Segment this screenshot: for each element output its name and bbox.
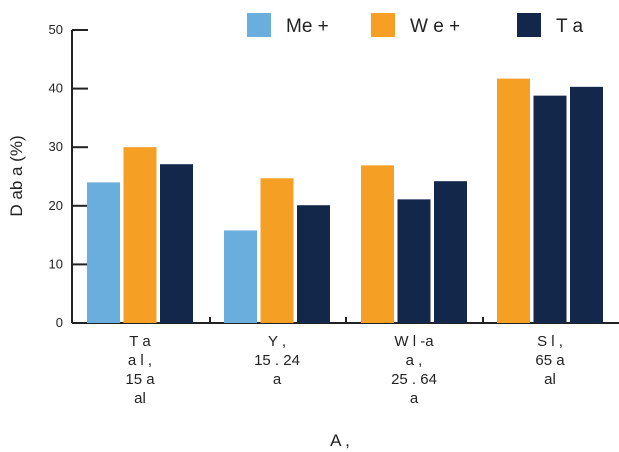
y-tick-label: 40 bbox=[49, 81, 63, 96]
x-category-label: a l , bbox=[128, 352, 152, 369]
legend-label: T a bbox=[556, 16, 584, 37]
y-tick-label: 10 bbox=[49, 256, 63, 271]
bar bbox=[260, 178, 294, 323]
bar bbox=[570, 86, 603, 323]
x-category-label: 15 . 24 bbox=[254, 352, 300, 369]
x-category-label: W l -a bbox=[394, 333, 434, 350]
x-category-label: a bbox=[273, 371, 282, 388]
x-category-label: a , bbox=[406, 352, 423, 369]
legend-swatch bbox=[371, 13, 395, 37]
bar bbox=[497, 78, 530, 323]
x-category-label: S l , bbox=[537, 333, 563, 350]
legend-label: W e + bbox=[410, 16, 460, 37]
x-category-label: a bbox=[410, 390, 419, 407]
x-category-label: T a bbox=[129, 333, 151, 350]
legend-swatch bbox=[517, 13, 541, 37]
bar bbox=[434, 181, 467, 323]
x-category-label: Y , bbox=[268, 333, 286, 350]
bar bbox=[160, 164, 193, 323]
bar bbox=[297, 205, 330, 323]
x-category-label: 15 a bbox=[125, 371, 155, 388]
x-category-label: al bbox=[134, 390, 146, 407]
bar bbox=[397, 199, 431, 323]
legend-swatch bbox=[247, 13, 271, 37]
bar bbox=[87, 182, 120, 323]
y-tick-label: 0 bbox=[56, 315, 63, 330]
y-tick-label: 30 bbox=[49, 139, 63, 154]
x-category-label: 65 a bbox=[535, 352, 565, 369]
x-category-label: al bbox=[544, 371, 556, 388]
x-axis-title: A , bbox=[330, 431, 350, 450]
bar bbox=[224, 230, 257, 323]
y-tick-label: 50 bbox=[49, 22, 63, 37]
legend-label: Me + bbox=[286, 16, 329, 37]
y-tick-label: 20 bbox=[49, 198, 63, 213]
x-category-label: 25 . 64 bbox=[391, 371, 437, 388]
y-axis-title: D ab a (%) bbox=[7, 135, 26, 216]
bar bbox=[361, 165, 394, 323]
bar bbox=[533, 95, 567, 323]
bar bbox=[123, 147, 157, 323]
